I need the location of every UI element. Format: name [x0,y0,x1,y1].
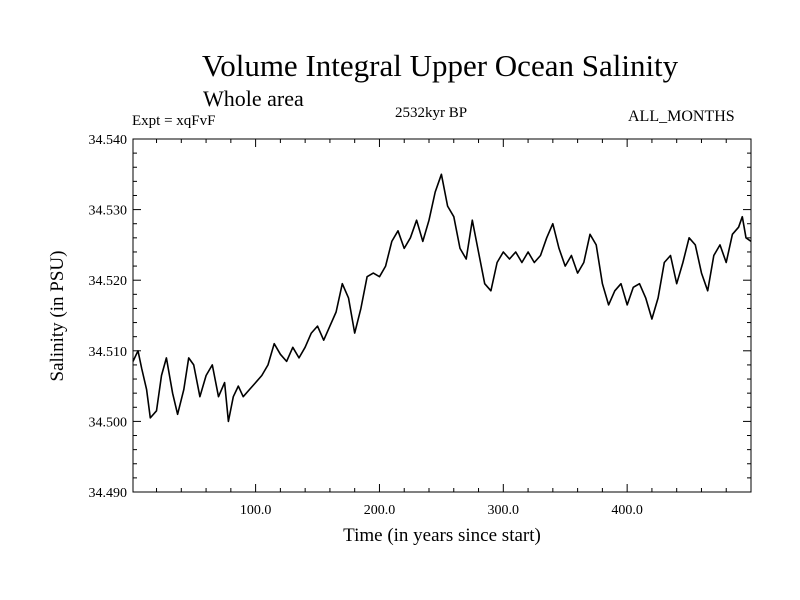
y-tick-label: 34.540 [89,133,128,148]
time-period-label: 2532kyr BP [395,105,468,121]
y-axis-label: Salinity (in PSU) [47,251,68,382]
experiment-label: Expt = xqFvF [132,113,216,129]
y-tick-label: 34.510 [89,345,128,360]
x-tick-label: 300.0 [488,503,520,518]
axis-tick-labels: 34.490 34.500 34.510 34.520 34.530 34.540 100.… [89,133,643,518]
y-tick-label: 34.520 [89,274,128,289]
chart-title: Volume Integral Upper Ocean Salinity [201,48,679,83]
x-tick-label: 400.0 [611,503,643,518]
y-tick-label: 34.530 [89,204,128,219]
x-tick-label: 100.0 [240,503,272,518]
x-axis-label: Time (in years since start) [343,525,541,546]
axis-ticks [133,138,751,493]
x-tick-label: 200.0 [364,503,396,518]
y-tick-label: 34.500 [89,415,128,430]
plot-frame [132,138,752,493]
region-subtitle: Whole area [203,86,304,111]
salinity-series-line [132,173,752,423]
months-label: ALL_MONTHS [628,108,735,125]
y-tick-label: 34.490 [89,486,128,501]
